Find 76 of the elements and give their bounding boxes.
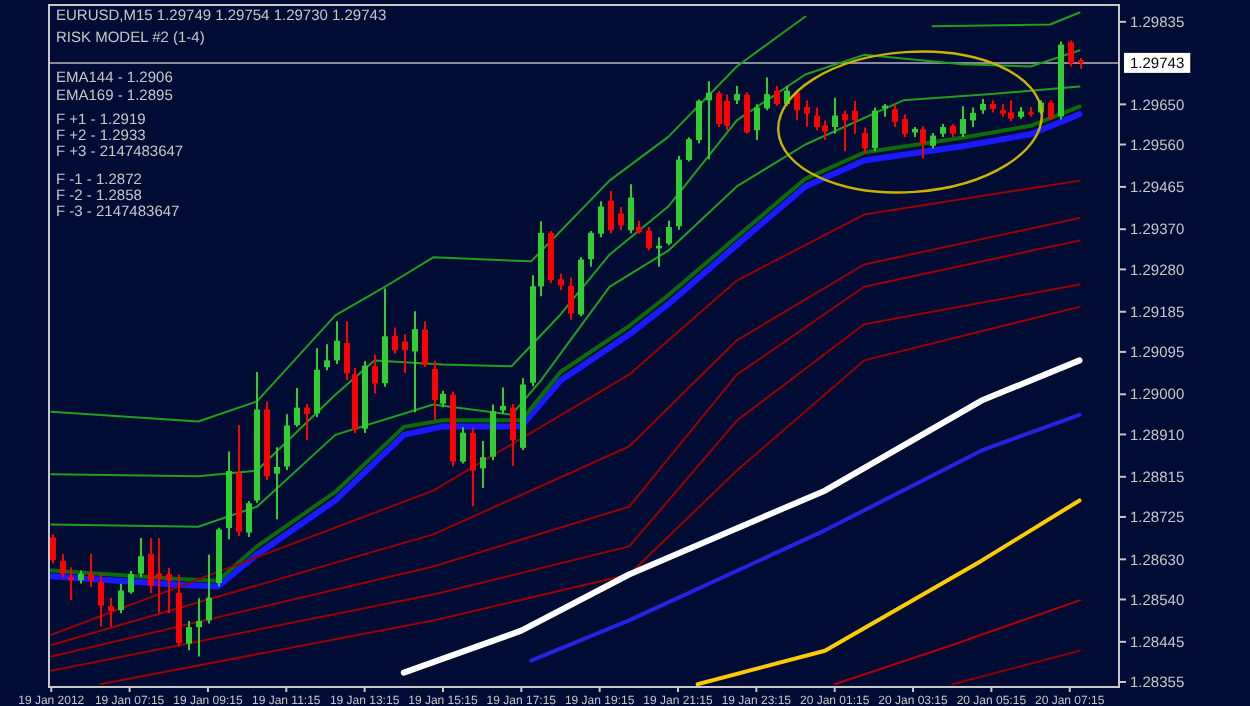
candlestick	[832, 96, 838, 135]
candlestick	[128, 569, 134, 595]
candlestick	[480, 440, 486, 489]
candlestick	[60, 552, 66, 579]
candlestick	[716, 89, 722, 129]
candlestick	[862, 126, 868, 155]
candlestick	[148, 536, 154, 595]
candlestick	[814, 106, 820, 132]
candlestick	[548, 230, 554, 285]
candlestick	[68, 566, 74, 601]
candlestick	[744, 91, 750, 135]
line-series	[695, 498, 1082, 686]
candlestick	[1068, 39, 1074, 68]
candlestick	[470, 426, 476, 508]
candlestick	[608, 189, 614, 235]
candlestick	[98, 573, 104, 628]
candlestick	[402, 333, 408, 374]
candlestick	[460, 426, 466, 465]
candlestick	[628, 183, 634, 235]
candlestick	[138, 536, 144, 579]
candlestick	[902, 113, 908, 138]
candlestick	[166, 566, 172, 615]
candlestick	[588, 230, 594, 268]
candlestick	[314, 347, 320, 419]
line-series	[50, 49, 1081, 478]
candlestick	[422, 320, 428, 369]
candlestick	[598, 200, 604, 239]
candlestick	[510, 403, 516, 468]
candlestick	[372, 353, 378, 395]
candlestick	[196, 597, 202, 658]
candlestick	[842, 109, 848, 153]
candlestick	[334, 320, 340, 365]
candlestick	[852, 99, 858, 135]
candlestick	[960, 105, 966, 138]
candlestick	[618, 205, 624, 232]
candlestick	[246, 499, 252, 539]
candlestick	[284, 413, 290, 472]
candlestick	[324, 343, 330, 372]
candlestick	[274, 446, 280, 521]
candlestick	[804, 99, 810, 128]
candlestick	[382, 287, 388, 388]
candlestick	[88, 552, 94, 588]
line-series	[400, 357, 1083, 676]
candlestick	[1008, 99, 1014, 123]
candlestick	[108, 596, 114, 628]
candlestick	[794, 89, 800, 121]
candlestick	[490, 403, 496, 462]
candlestick	[764, 76, 770, 112]
candlestick	[344, 320, 350, 382]
candlestick	[706, 80, 712, 161]
candlestick	[156, 536, 162, 614]
line-series	[529, 412, 1082, 663]
candlestick	[568, 276, 574, 321]
candlestick	[696, 98, 702, 145]
candlestick	[872, 106, 878, 153]
candlestick	[754, 103, 760, 142]
candlestick	[686, 136, 692, 163]
candlestick	[50, 533, 56, 565]
candlestick	[294, 387, 300, 428]
candlestick	[392, 326, 398, 355]
candlestick	[118, 582, 124, 615]
candlestick	[892, 103, 898, 129]
candlestick	[432, 359, 438, 421]
candlestick	[646, 226, 652, 252]
candlestick	[186, 619, 192, 652]
candlestick	[412, 310, 418, 414]
candlestick	[724, 93, 730, 132]
candlestick	[822, 119, 828, 142]
candlestick	[1048, 99, 1054, 121]
candlestick	[970, 106, 976, 129]
candlestick	[774, 85, 780, 107]
candlestick	[304, 403, 310, 442]
candlestick	[666, 219, 672, 247]
candlestick	[920, 125, 926, 160]
line-series	[50, 85, 1081, 528]
candlestick	[206, 553, 212, 625]
